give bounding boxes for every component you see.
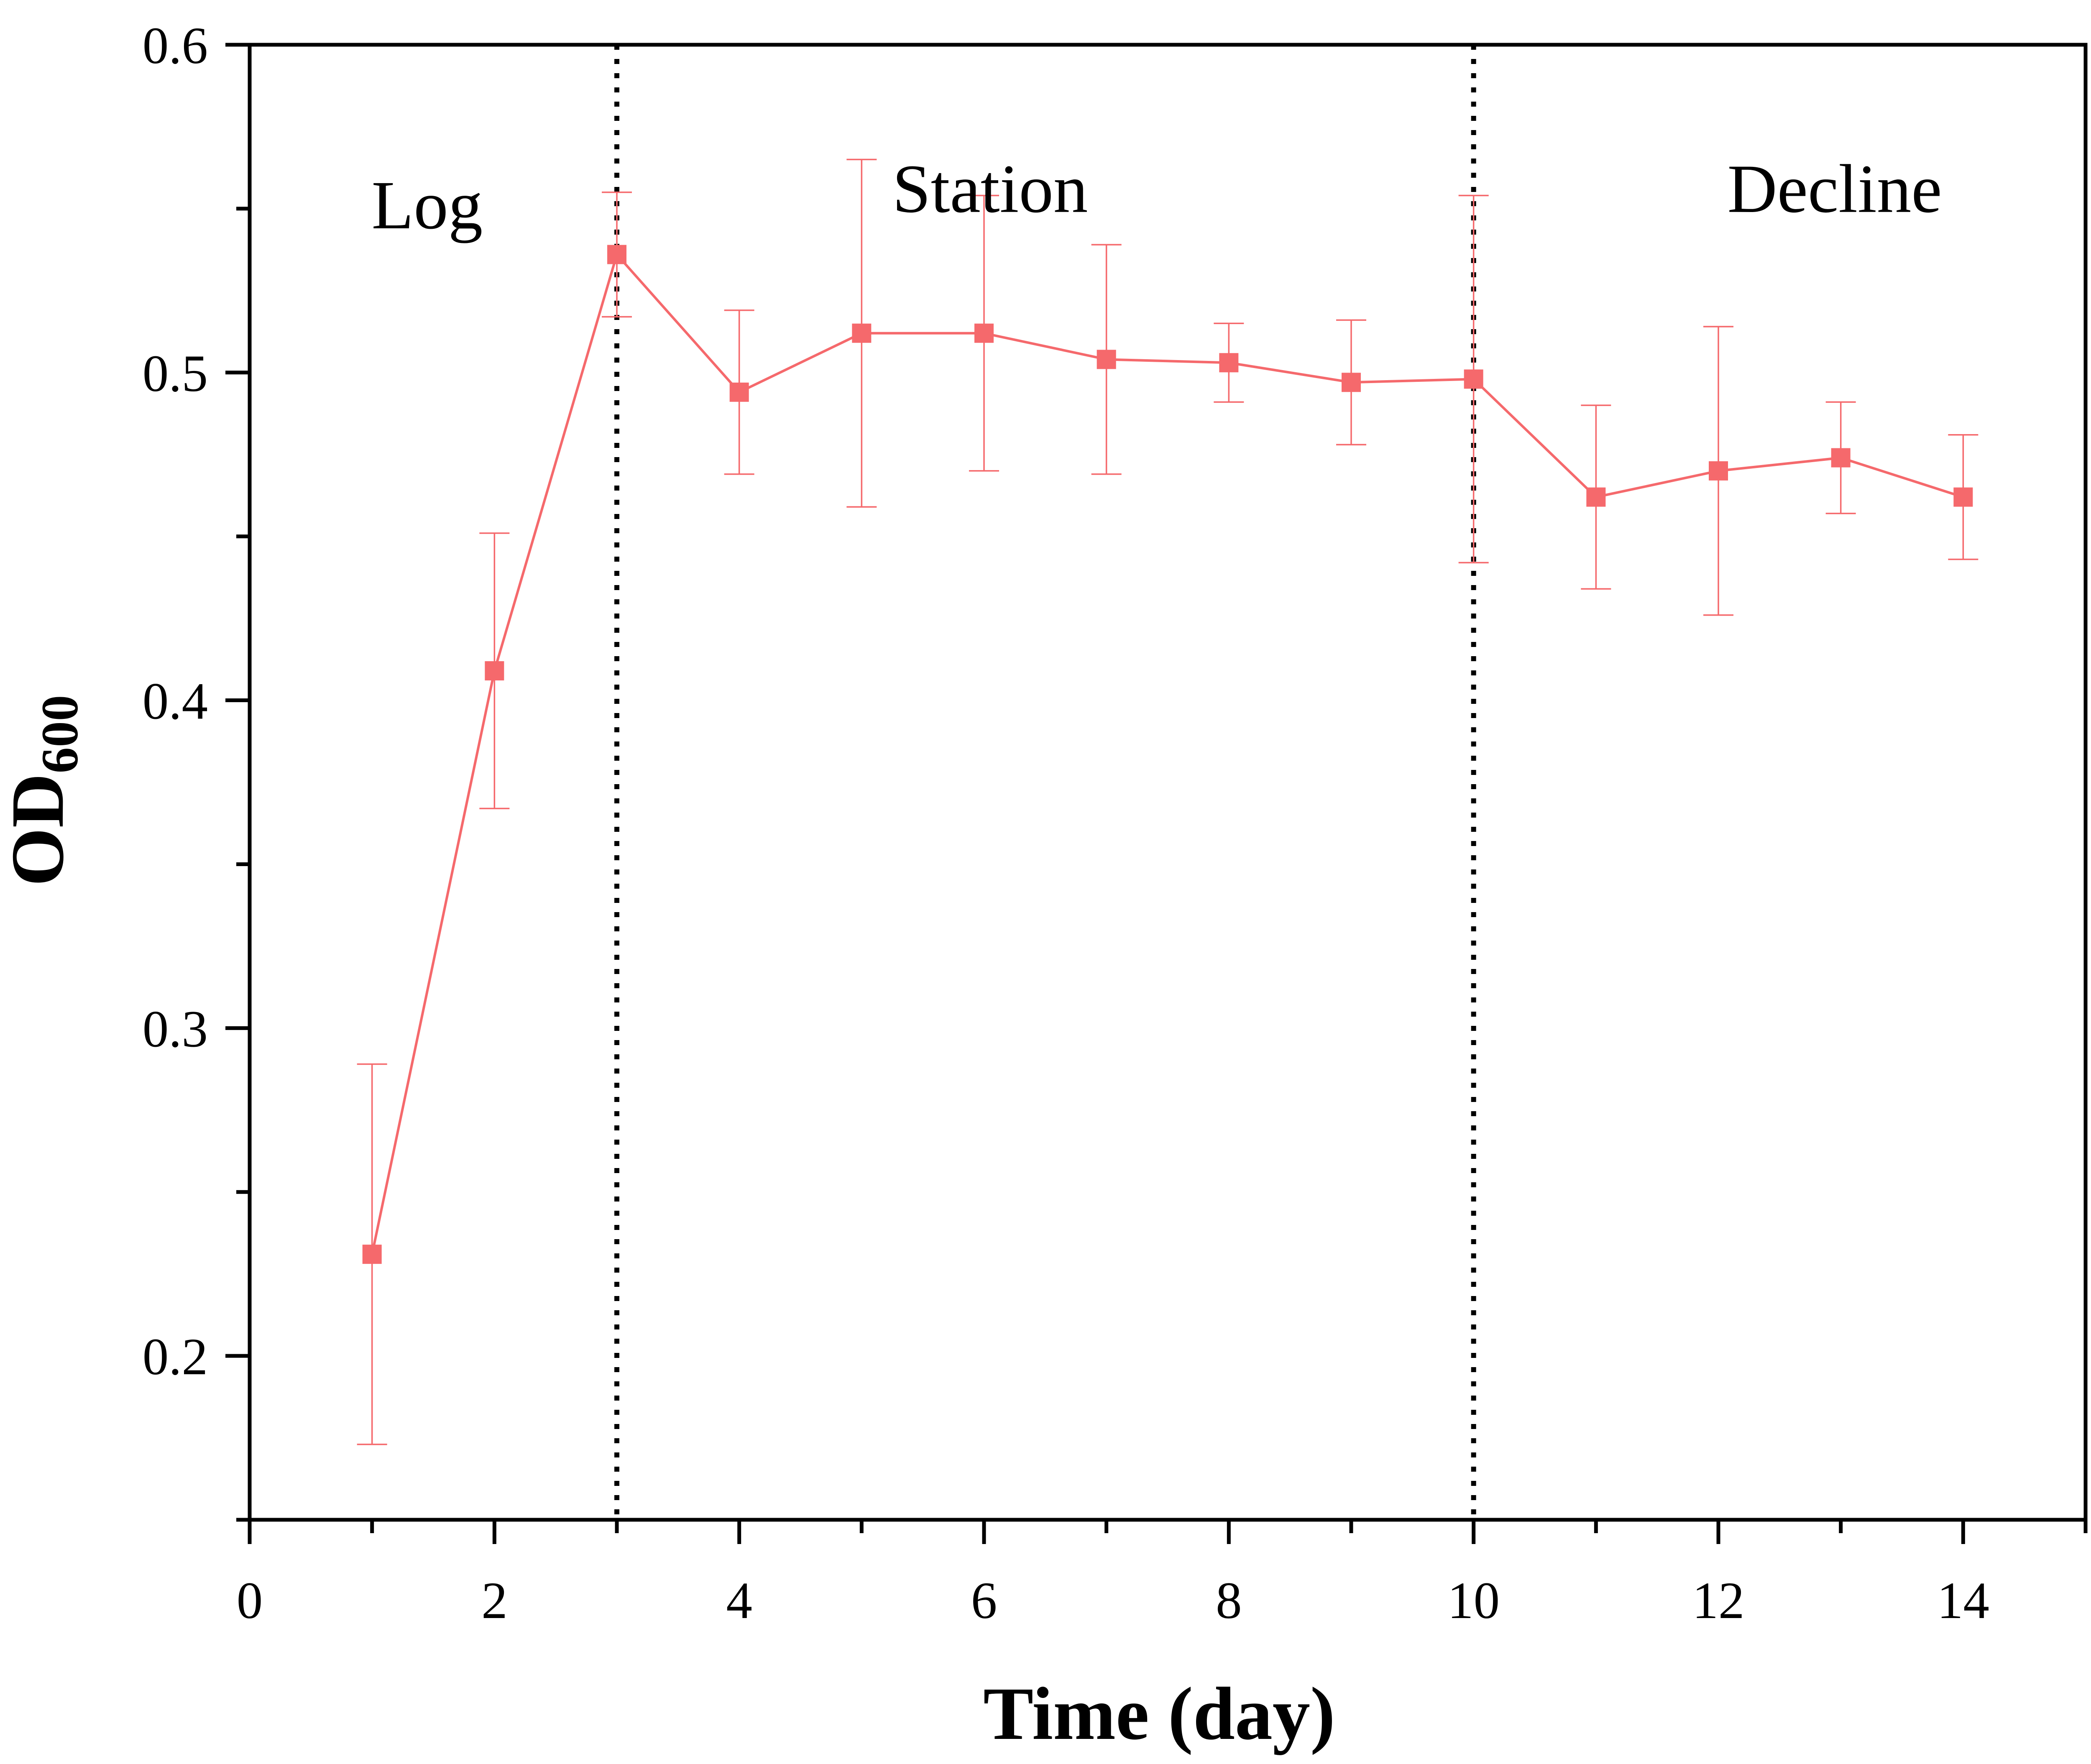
x-tick-label: 2 [481,1572,508,1630]
x-tick-label: 4 [726,1572,752,1630]
phase-label: Station [892,151,1088,227]
y-tick-label: 0.6 [143,17,208,75]
phase-label: Log [371,167,483,243]
x-tick-label: 6 [971,1572,997,1630]
data-point-marker [1709,461,1728,481]
data-point-marker [1342,373,1361,392]
y-tick-label: 0.2 [143,1328,208,1386]
y-axis-title: OD600 [0,695,89,887]
y-tick-label: 0.5 [143,345,208,403]
data-point-marker [1219,353,1239,373]
data-point-marker [1831,448,1851,468]
y-tick-label: 0.3 [143,1000,208,1058]
y-tick-label: 0.4 [143,673,208,731]
x-tick-label: 0 [237,1572,263,1630]
data-point-marker [1586,487,1606,507]
data-point-marker [485,661,504,681]
x-tick-label: 10 [1447,1572,1500,1630]
data-point-marker [852,323,872,343]
data-point-marker [729,382,749,402]
x-tick-label: 14 [1937,1572,1989,1630]
phase-label: Decline [1728,151,1942,227]
data-point-marker [1953,487,1973,507]
data-point-marker [362,1245,382,1264]
data-point-marker [1464,369,1483,389]
x-tick-label: 12 [1692,1572,1745,1630]
plot-frame [248,43,2088,1522]
data-point-marker [974,323,994,343]
data-point-marker [607,245,626,264]
series-line [371,252,1964,1255]
data-point-marker [1097,350,1116,369]
x-axis-title: Time (day) [983,1672,1335,1755]
y-axis-title-main: OD [0,773,79,886]
y-axis-title-subscript: 600 [31,695,89,774]
x-tick-label: 8 [1216,1572,1242,1630]
